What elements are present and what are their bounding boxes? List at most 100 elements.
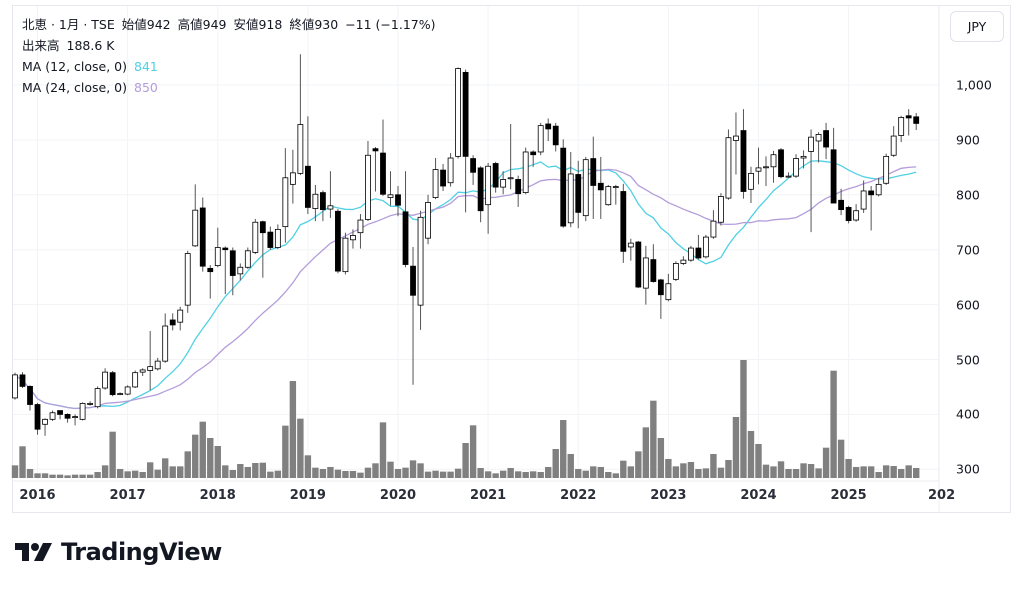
candle-down (657, 279, 664, 296)
candle-down (830, 149, 837, 204)
candle-up (853, 210, 860, 221)
candle-down (868, 190, 875, 196)
volume-bar (162, 458, 169, 478)
currency-button[interactable]: JPY (950, 11, 1004, 42)
candle-up (808, 136, 814, 152)
candle-up (162, 325, 169, 362)
volume-bar (207, 437, 214, 478)
candle-up (755, 167, 762, 172)
volume-bar (379, 422, 387, 478)
volume-bar (815, 468, 822, 478)
volume-bar (192, 434, 199, 478)
volume-bar (169, 466, 176, 478)
candle-up (214, 247, 221, 267)
candle-up (87, 403, 93, 405)
volume-bar (19, 446, 26, 478)
volume-bar (387, 461, 394, 478)
volume-bar (282, 425, 289, 478)
volume-bar (372, 463, 379, 478)
candle-up (710, 220, 717, 238)
volume-bar (725, 459, 732, 478)
volume-bar (822, 447, 830, 478)
candle-down (64, 413, 71, 419)
volume-bar (710, 453, 717, 478)
volume-bar (897, 468, 905, 478)
ma12-label[interactable]: MA (12, close, 0) (22, 59, 128, 74)
volume-bar (402, 467, 409, 478)
candle-up (890, 135, 897, 156)
volume-label[interactable]: 出来高 (22, 38, 60, 53)
candle-up (432, 169, 439, 198)
volume-bar (612, 473, 619, 478)
volume-bar (740, 359, 747, 478)
volume-bar (237, 464, 244, 478)
ma12-value: 841 (134, 59, 158, 74)
chart-frame (12, 5, 1011, 513)
ohlc-row: 北恵 · 1月 · TSE 始値942 高値949 安値918 終値930 −11 (−1… (22, 14, 443, 35)
ma24-label[interactable]: MA (24, close, 0) (22, 80, 128, 95)
candle-up (447, 157, 454, 184)
candle-up (244, 250, 251, 268)
candle-up (485, 165, 492, 206)
candle-up (642, 257, 649, 289)
year-tick-label: 2020 (379, 488, 417, 503)
year-tick-label: 2019 (289, 488, 326, 503)
candle-up (357, 219, 364, 234)
volume-bar (86, 474, 94, 478)
volume-bar (680, 463, 687, 478)
candle-down (335, 210, 341, 272)
volume-bar (154, 469, 161, 478)
candle-down (590, 158, 597, 186)
open-value: 始値942 (121, 17, 171, 32)
candle-up (725, 137, 732, 199)
candle-down (845, 207, 852, 222)
candle-up (102, 371, 109, 389)
volume-bar (94, 472, 101, 478)
volume-bar (657, 437, 665, 478)
candle-up (312, 193, 319, 209)
close-value: 終値930 (289, 17, 339, 32)
candle-up (94, 388, 101, 408)
candle-up (350, 235, 356, 241)
volume-bar (342, 471, 349, 478)
candle-down (778, 149, 784, 178)
volume-bar (417, 463, 424, 478)
volume-bar (327, 466, 334, 478)
candle-down (402, 211, 409, 265)
volume-bar (800, 463, 807, 478)
ma24-value: 850 (134, 80, 158, 95)
candle-up (342, 237, 349, 273)
candle-up (124, 386, 131, 395)
volume-bar (830, 370, 837, 478)
candle-up (365, 154, 371, 220)
symbol-info[interactable]: 北恵 · 1月 · TSE (22, 17, 115, 32)
volume-bar (590, 466, 597, 478)
volume-bar (762, 464, 770, 478)
volume-bar (807, 464, 815, 478)
volume-bar (146, 462, 154, 478)
volume-bar (845, 458, 852, 478)
volume-bar (522, 472, 529, 478)
candle-up (147, 366, 154, 371)
volume-bar (259, 462, 267, 478)
volume-bar (860, 466, 867, 478)
candle-up (12, 374, 18, 399)
candle-up (703, 236, 709, 258)
year-tick-label: 2016 (19, 488, 56, 503)
candle-down (650, 259, 657, 282)
candle-down (320, 192, 326, 211)
candle-up (718, 196, 724, 223)
tradingview-logo[interactable]: TradingView (15, 538, 222, 566)
candle-down (34, 404, 41, 430)
volume-bar (717, 467, 725, 478)
candle-up (612, 186, 619, 188)
candle-up (680, 259, 687, 264)
change-value: −11 (−1.17%) (345, 17, 436, 32)
volume-bar (575, 468, 582, 478)
logo-text: TradingView (61, 538, 222, 566)
candle-up (192, 209, 199, 247)
volume-bar (439, 471, 447, 478)
volume-bar (199, 421, 206, 478)
volume-bar (792, 468, 800, 478)
